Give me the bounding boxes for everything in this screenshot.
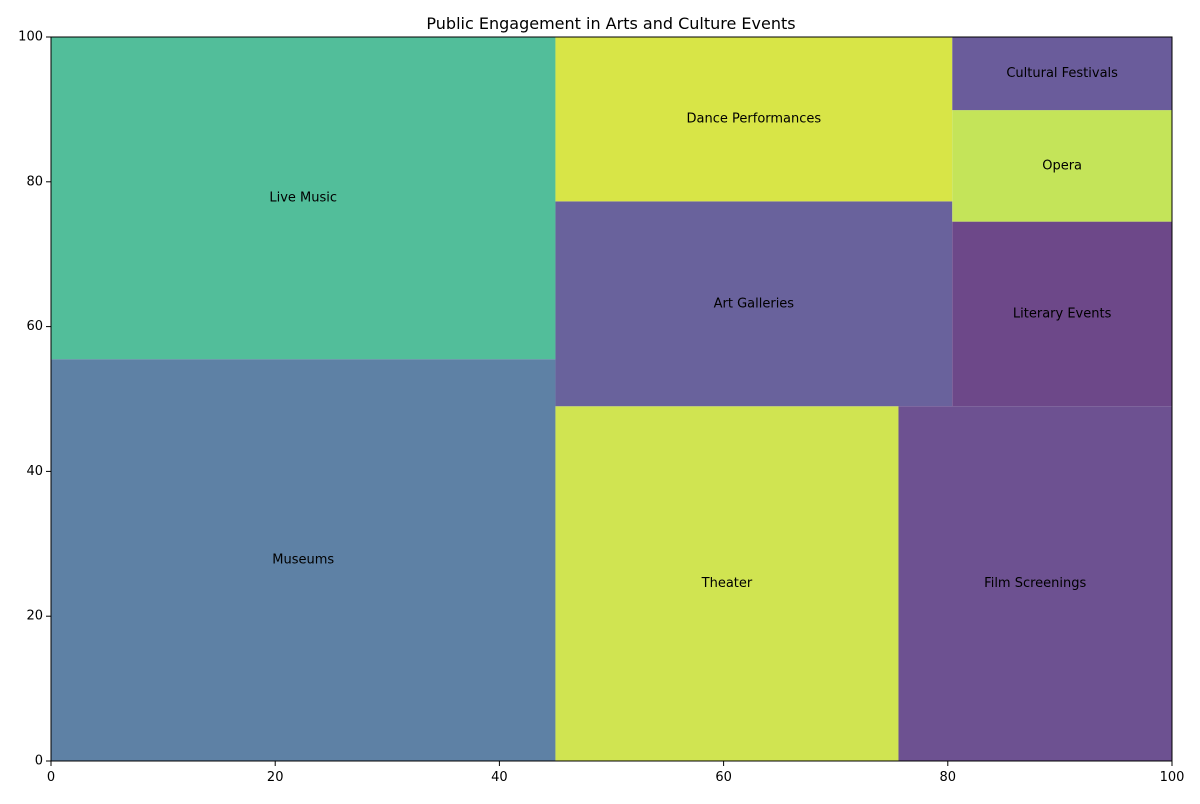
- x-tick-label: 20: [267, 770, 284, 785]
- x-tick-label: 40: [491, 770, 508, 785]
- treemap-rect-opera: [952, 110, 1172, 222]
- treemap-label-live-music: Live Music: [269, 191, 337, 206]
- treemap-rect-film-screenings: [898, 406, 1172, 761]
- treemap-label-cultural-festivals: Cultural Festivals: [1006, 66, 1118, 81]
- treemap-rect-literary-events: [952, 221, 1172, 407]
- y-tick-label: 0: [35, 754, 43, 769]
- treemap-label-theater: Theater: [701, 576, 753, 591]
- x-tick-label: 0: [47, 770, 55, 785]
- y-tick-label: 40: [26, 464, 43, 479]
- x-tick-label: 60: [715, 770, 732, 785]
- treemap-labels: Museums Live Music Theater Art Galleries Dan…: [269, 66, 1118, 591]
- y-tick-label: 20: [26, 609, 43, 624]
- treemap-label-literary-events: Literary Events: [1013, 306, 1112, 321]
- y-axis: 0 20 40 60 80 100: [18, 30, 51, 769]
- treemap-rect-art-galleries: [555, 201, 953, 407]
- y-tick-label: 60: [26, 319, 43, 334]
- treemap-rect-museums: [51, 359, 556, 761]
- plot-frame: [50, 36, 1173, 762]
- treemap-rectangles: [51, 37, 1172, 761]
- x-tick-label: 100: [1160, 770, 1185, 785]
- treemap-label-museums: Museums: [272, 553, 334, 568]
- treemap-label-dance-performances: Dance Performances: [687, 112, 822, 127]
- treemap-rect-theater: [555, 406, 899, 761]
- treemap-label-art-galleries: Art Galleries: [714, 296, 795, 311]
- treemap-rect-live-music: [51, 37, 556, 360]
- treemap-label-opera: Opera: [1042, 158, 1082, 173]
- y-tick-label: 80: [26, 174, 43, 189]
- y-tick-label: 100: [18, 30, 43, 45]
- treemap-rect-cultural-festivals: [952, 37, 1172, 111]
- chart-title: Public Engagement in Arts and Culture Ev…: [426, 14, 795, 33]
- treemap-label-film-screenings: Film Screenings: [984, 576, 1086, 591]
- treemap-rect-dance-performances: [555, 37, 953, 202]
- x-axis: 0 20 40 60 80 100: [47, 761, 1185, 785]
- x-tick-label: 80: [940, 770, 957, 785]
